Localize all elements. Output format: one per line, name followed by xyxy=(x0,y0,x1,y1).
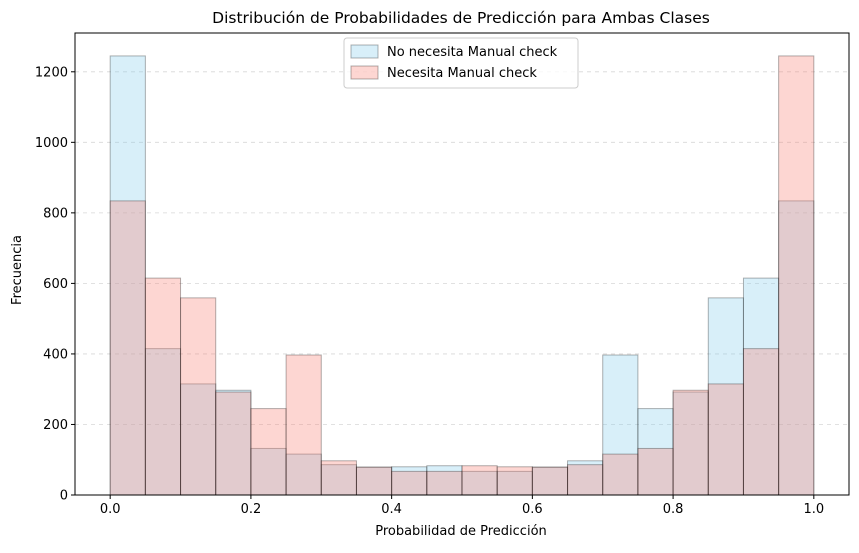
x-tick-label-3: 0.6 xyxy=(522,502,543,517)
bar-series0-bin16 xyxy=(672,391,709,496)
bar-series1-bin16 xyxy=(672,389,709,496)
bar-series1-bin2 xyxy=(180,297,217,496)
bar-series1-bin3 xyxy=(215,391,252,496)
y-axis-label: Frecuencia xyxy=(10,235,25,305)
bar-series1-bin12 xyxy=(531,466,569,496)
bar-series0-bin17 xyxy=(707,297,744,496)
chart-title: Distribución de Probabilidades de Predic… xyxy=(212,9,710,27)
bar-series1-bin7 xyxy=(355,466,393,496)
bar-series0-bin13 xyxy=(567,460,604,496)
bar-series1-bin4 xyxy=(250,408,287,496)
bar-series0-bin9 xyxy=(426,465,463,496)
y-tick-label-3: 600 xyxy=(43,277,68,292)
y-tick-label-4: 800 xyxy=(43,206,68,221)
bar-series1-bin19 xyxy=(778,55,815,496)
bar-series0-bin8 xyxy=(391,466,428,496)
legend-box xyxy=(343,37,579,89)
legend-swatch-no-necesita xyxy=(350,44,379,59)
y-tick-label-6: 1200 xyxy=(35,65,68,80)
plot-frame xyxy=(74,32,850,496)
y-tick-label-0: 0 xyxy=(60,489,68,504)
bar-series0-bin1 xyxy=(144,348,182,496)
x-tick-label-5: 1.0 xyxy=(803,502,824,517)
x-tick-label-1: 0.2 xyxy=(241,502,262,517)
bar-series1-bin15 xyxy=(637,447,674,496)
bar-series1-bin8 xyxy=(391,470,428,496)
bar-series0-bin19 xyxy=(778,200,815,496)
y-tick-label-1: 200 xyxy=(43,418,68,433)
bar-series1-bin17 xyxy=(707,383,744,496)
bar-series1-bin9 xyxy=(426,470,463,496)
bar-series0-bin15 xyxy=(637,408,674,496)
bar-series1-bin0 xyxy=(109,200,146,496)
y-tick-label-2: 400 xyxy=(43,347,68,362)
bar-series0-bin7 xyxy=(355,466,393,496)
bar-series0-bin0 xyxy=(109,55,146,496)
bar-series1-bin13 xyxy=(567,464,604,496)
bars xyxy=(109,55,815,496)
x-tick-label-4: 0.8 xyxy=(663,502,684,517)
y-tick-label-5: 1000 xyxy=(35,136,68,151)
x-tick-label-2: 0.4 xyxy=(381,502,402,517)
legend-label-necesita: Necesita Manual check xyxy=(387,66,537,81)
y-axis-ticks: 0 200 400 600 800 1000 1200 xyxy=(35,65,75,504)
bar-series0-bin14 xyxy=(602,354,639,496)
bar-series1-bin1 xyxy=(144,277,182,496)
x-tick-label-0: 0.0 xyxy=(100,502,121,517)
x-axis-ticks: 0.0 0.2 0.4 0.6 0.8 1.0 xyxy=(100,495,824,517)
legend-swatch-necesita xyxy=(350,65,379,80)
bar-series1-bin14 xyxy=(602,453,639,496)
bar-series1-bin6 xyxy=(320,460,357,496)
bar-series1-bin5 xyxy=(285,354,322,496)
bar-series1-bin10 xyxy=(461,465,498,496)
legend: No necesita Manual check Necesita Manual… xyxy=(343,37,579,89)
legend-label-no-necesita: No necesita Manual check xyxy=(387,45,558,60)
x-axis-label: Probabilidad de Predicción xyxy=(375,524,547,539)
bar-series0-bin12 xyxy=(531,466,569,496)
bar-series1-bin18 xyxy=(742,348,780,496)
bar-series1-bin11 xyxy=(496,466,533,496)
